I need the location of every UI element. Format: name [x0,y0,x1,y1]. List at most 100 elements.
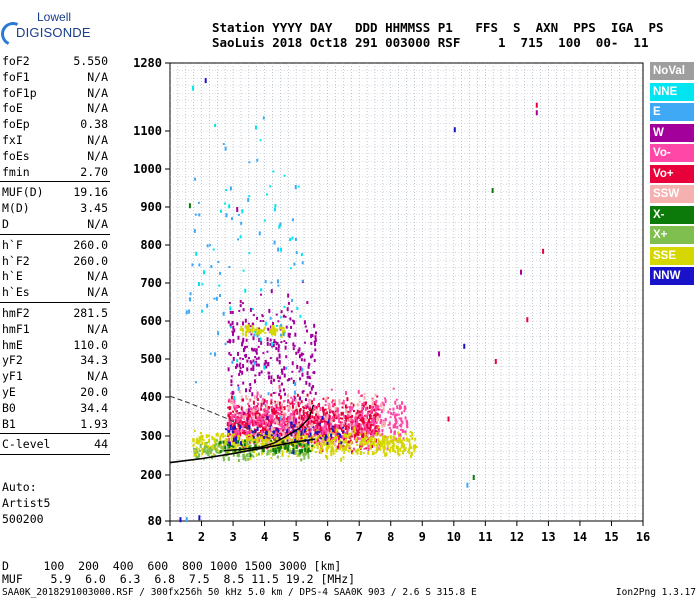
echo-point [463,343,466,349]
echo-point [266,415,269,420]
echo-point [258,372,261,377]
echo-point [263,425,266,428]
echo-point [231,414,234,419]
echo-point [310,445,313,449]
echo-point [227,412,230,415]
echo-point [392,411,395,414]
echo-point [308,402,311,407]
param-name: h`E [2,269,23,284]
param-value: N/A [87,69,108,84]
echo-point [359,443,362,448]
echo-point [292,342,295,347]
echo-point [323,441,326,444]
echo-point [396,425,399,429]
echo-point [281,418,284,421]
header-values: SaoLuis 2018 Oct18 291 003000 RSF 1 715 … [212,35,649,50]
echo-point [295,438,298,441]
echo-point [293,262,296,266]
echo-point [245,408,248,413]
echo-point [383,421,386,426]
echo-point [270,327,273,332]
echo-point [363,438,366,442]
echo-point [344,421,347,426]
echo-point [361,402,364,405]
echo-point [270,398,273,401]
echo-point [366,428,369,431]
echo-point [303,358,306,362]
echo-point [222,143,225,146]
echo-point [276,357,279,362]
echo-point [232,433,235,436]
echo-point [334,450,337,453]
echo-point [368,413,371,417]
echo-point [232,402,235,407]
echo-point [352,425,355,428]
echo-point [345,406,348,409]
echo-point [254,328,257,332]
echo-point [226,422,229,427]
echo-point [410,451,413,456]
echo-point [237,453,240,457]
echo-point [392,424,395,429]
echo-point [305,443,308,448]
echo-point [373,440,376,444]
echo-point [236,405,239,409]
echo-point [390,429,393,434]
echo-point [373,419,376,424]
echo-point [280,403,283,406]
echo-point [271,345,274,348]
echo-point [214,447,217,451]
echo-point [244,345,247,349]
echo-point [263,326,266,330]
echo-point [313,417,316,420]
echo-point [195,251,198,256]
echo-point [228,421,231,426]
echo-point [349,410,352,413]
echo-point [347,428,350,432]
echo-point [294,438,297,443]
echo-point [248,329,251,332]
echo-point [288,423,291,428]
echo-point [415,446,418,449]
echo-point [280,323,283,327]
echo-point [260,288,263,292]
echo-point [305,417,308,420]
echo-point [336,445,339,450]
echo-point [252,367,255,372]
echo-point [234,412,237,415]
echo-point [404,432,407,435]
echo-point [256,334,259,338]
echo-point [233,451,236,454]
echo-point [289,402,292,405]
echo-point [269,420,272,425]
echo-point [202,438,205,441]
echo-point [306,329,309,333]
param-row-c-level: C-level 44 [2,437,108,453]
echo-point [281,452,284,457]
echo-point [243,411,246,414]
echo-point [317,415,320,420]
echo-point [273,240,276,245]
echo-point [296,393,299,397]
echo-point [228,204,231,209]
y-tick-label: 500 [140,352,162,366]
echo-point [312,421,315,425]
echo-point [310,386,313,391]
echo-point [265,406,268,410]
echo-point [282,332,285,337]
echo-point [250,407,253,411]
echo-point [361,414,364,418]
echo-point [252,411,255,415]
echo-point [232,452,235,457]
echo-point [356,430,359,435]
echo-point [403,405,406,410]
echo-point [302,417,305,422]
echo-point [298,428,301,431]
echo-point [279,334,282,337]
echo-point [376,443,379,446]
echo-point [202,270,205,275]
echo-point [341,417,344,420]
echo-point [359,415,362,419]
echo-point [272,419,275,424]
